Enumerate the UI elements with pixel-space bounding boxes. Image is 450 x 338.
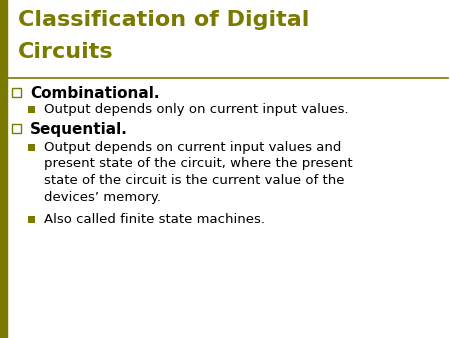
Text: Output depends on current input values and
present state of the circuit, where t: Output depends on current input values a… [44,141,353,203]
Bar [28,216,35,223]
Bar [0,0,7,338]
Bar [28,144,35,151]
Text: Classification of Digital: Classification of Digital [18,10,310,30]
Bar [12,124,21,133]
Bar [12,88,21,97]
Text: Circuits: Circuits [18,42,113,62]
Text: Combinational.: Combinational. [30,86,159,101]
Text: Output depends only on current input values.: Output depends only on current input val… [44,103,349,116]
Bar [28,106,35,113]
Text: Sequential.: Sequential. [30,122,128,137]
Text: Also called finite state machines.: Also called finite state machines. [44,213,265,226]
